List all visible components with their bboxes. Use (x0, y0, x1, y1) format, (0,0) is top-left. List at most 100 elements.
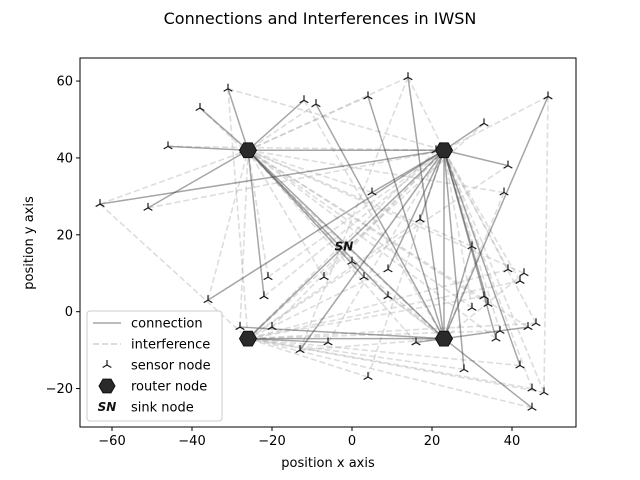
interference-line (299, 337, 445, 351)
sensor-node-stroke (515, 364, 521, 369)
interference-line (247, 150, 269, 278)
legend-label: router node (131, 380, 207, 395)
sensor-node-stroke (519, 280, 525, 284)
sensor-node-stroke (503, 192, 509, 196)
interference-line (247, 103, 317, 151)
sensor-node-stroke (367, 95, 373, 100)
sensor-node-stroke (503, 165, 509, 169)
interference-line (247, 330, 501, 340)
sensor-node (491, 333, 501, 342)
sensor-node-stroke (351, 261, 357, 265)
sensor-node-stroke (531, 322, 537, 327)
sensor-node-stroke (463, 368, 469, 373)
sensor-node (467, 241, 477, 250)
connection-line (247, 99, 305, 151)
sensor-node (527, 383, 537, 392)
interference-line (247, 149, 505, 194)
sensor-node-stroke (527, 407, 533, 411)
interference-line (199, 107, 445, 340)
sensor-node (323, 337, 333, 346)
connection-line (99, 149, 445, 205)
sensor-node-stroke (523, 326, 529, 331)
legend-box (86, 310, 223, 422)
interference-line (351, 261, 445, 340)
interference-line (387, 295, 445, 340)
sensor-node-stroke (363, 276, 369, 281)
sensor-node-stroke (527, 326, 533, 331)
legend: connection interference sensor node router … (86, 310, 223, 422)
sensor-node (163, 141, 173, 150)
sensor-node-stroke (311, 103, 317, 108)
sensor-node (143, 202, 153, 211)
sensor-node-stroke (371, 192, 377, 196)
connection-line (371, 149, 445, 194)
y-axis-ticks: −20 0 20 40 60 (46, 75, 80, 397)
interference-line (271, 149, 445, 328)
legend-label: sensor node (131, 359, 211, 374)
sensor-node-stroke (327, 341, 333, 346)
y-tick-label: 20 (56, 228, 73, 243)
sensor-node (527, 402, 537, 411)
sensor-node-stroke (411, 341, 417, 346)
interference-line (247, 149, 525, 274)
sensor-node-stroke (367, 376, 373, 381)
sensor-node-stroke (147, 207, 153, 211)
sensor-node-stroke (495, 330, 501, 334)
sensor-node (531, 318, 541, 327)
sensor-node (95, 199, 105, 208)
sensor-node (499, 187, 509, 196)
sensor-node (503, 160, 513, 169)
connection-line (387, 149, 445, 270)
sensor-node-stroke (347, 261, 353, 265)
router-node (238, 330, 258, 347)
interference-line (443, 149, 537, 324)
sensor-node-stroke (99, 203, 105, 208)
interference-line (247, 149, 497, 340)
interference-line (247, 218, 421, 340)
sensor-node-stroke (499, 330, 505, 334)
sensor-node (347, 256, 357, 265)
sensor-layer (95, 72, 553, 411)
sensor-node (295, 345, 305, 354)
interference-line (247, 337, 533, 390)
sensor-node-stroke (483, 122, 489, 127)
sensor-node-stroke (531, 388, 537, 392)
interference-line (247, 149, 417, 343)
sensor-node-stroke (106, 364, 112, 369)
connection-line (443, 149, 509, 167)
sink-layer: SN (335, 239, 354, 253)
interference-line (443, 149, 533, 389)
sensor-node-stroke (323, 341, 329, 346)
interference-line (207, 150, 249, 301)
interference-line (299, 76, 409, 351)
interference-line (247, 76, 409, 151)
sensor-node-stroke (299, 349, 305, 354)
sensor-node-stroke (259, 295, 265, 300)
y-tick-label: 0 (65, 305, 73, 320)
sensor-node-stroke (523, 272, 529, 277)
sensor-node (515, 360, 525, 369)
sensor-node-stroke (235, 326, 241, 331)
connection-line (199, 107, 249, 151)
x-tick-label: 0 (348, 434, 356, 449)
connection-line (247, 150, 265, 297)
sensor-node-stroke (203, 299, 209, 304)
connection-line (443, 122, 485, 151)
sensor-node-stroke (359, 276, 365, 281)
interference-line (247, 337, 545, 394)
interference-line (167, 145, 445, 152)
sensor-node-stroke (323, 276, 329, 281)
sensor-node-stroke (363, 95, 369, 100)
sensor-node-stroke (491, 338, 497, 342)
sensor-node (311, 99, 321, 108)
sensor-node-stroke (267, 326, 273, 331)
interference-line (247, 337, 369, 378)
sensor-node-stroke (403, 76, 409, 81)
sensor-node (363, 91, 373, 100)
sensor-node (359, 272, 369, 281)
interference-line (247, 280, 521, 340)
connection-line (407, 77, 445, 339)
connection-line (247, 149, 365, 278)
sensor-node (523, 322, 533, 331)
